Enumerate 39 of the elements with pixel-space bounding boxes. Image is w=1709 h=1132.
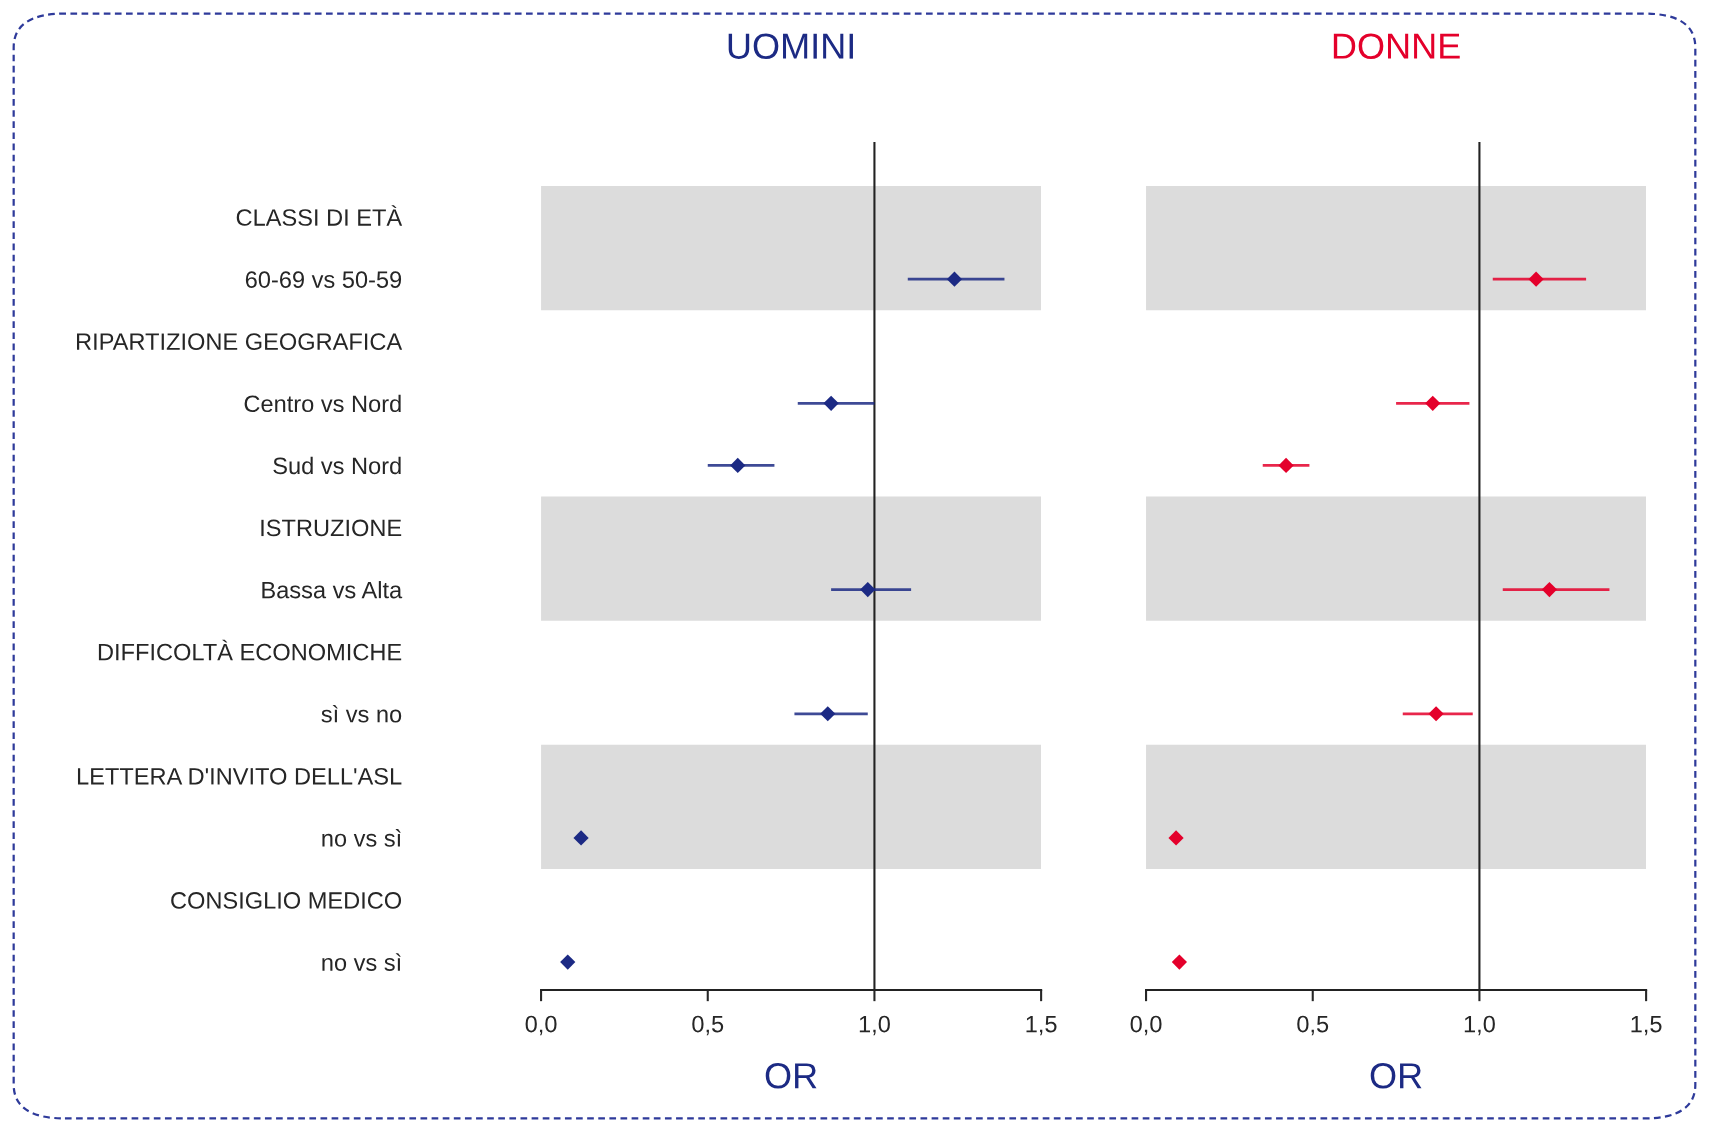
point	[820, 706, 836, 722]
y-tick-label: no vs sì	[322, 829, 401, 847]
y-tick-label: Centro vs Nord	[244, 394, 401, 413]
x-tick-label: 0,5	[1297, 1015, 1329, 1036]
point	[573, 830, 589, 846]
y-tick-label: DIFFICOLTÀ ECONOMICHE	[98, 639, 402, 661]
point	[1278, 457, 1294, 474]
point	[1528, 271, 1544, 287]
x-tick-label: 1,0	[1464, 1015, 1495, 1036]
point	[1425, 395, 1441, 411]
y-tick-label: no vs sì	[322, 953, 401, 971]
x-tick-label: 1,5	[1026, 1015, 1057, 1036]
x-tick-label: 1,0	[859, 1015, 890, 1036]
y-tick-label: CLASSI DI ETÀ	[236, 205, 403, 226]
y-tick-label: RIPARTIZIONE GEOGRAFICA	[77, 333, 403, 351]
y-tick-label: LETTERA D'INVITO DELL'ASL	[77, 767, 402, 785]
x-tick-label: 0,0	[1130, 1015, 1162, 1036]
point	[1428, 706, 1444, 722]
point	[730, 457, 746, 474]
x-axis-title: OR	[1370, 1063, 1422, 1089]
y-tick-label: 60-69 vs 50-59	[245, 271, 402, 288]
point	[823, 395, 839, 411]
x-axis-title: OR	[765, 1063, 817, 1089]
point	[560, 954, 576, 970]
y-tick-label: Sud vs Nord	[273, 456, 401, 475]
y-tick-label: ISTRUZIONE	[261, 519, 402, 537]
x-tick-label: 0,5	[692, 1015, 724, 1036]
x-tick-label: 0,0	[525, 1015, 557, 1036]
y-tick-label: Bassa vs Alta	[262, 581, 403, 599]
x-tick-label: 1,5	[1631, 1015, 1662, 1036]
point	[1171, 954, 1187, 970]
y-tick-label: CONSIGLIO MEDICO	[171, 892, 402, 909]
point	[946, 271, 963, 287]
point	[1168, 830, 1184, 846]
point	[1541, 581, 1558, 598]
chart-title: UOMINI	[728, 33, 853, 59]
chart-title: DONNE	[1333, 33, 1460, 59]
point	[860, 581, 876, 598]
y-tick-label: sì vs no	[321, 704, 402, 723]
